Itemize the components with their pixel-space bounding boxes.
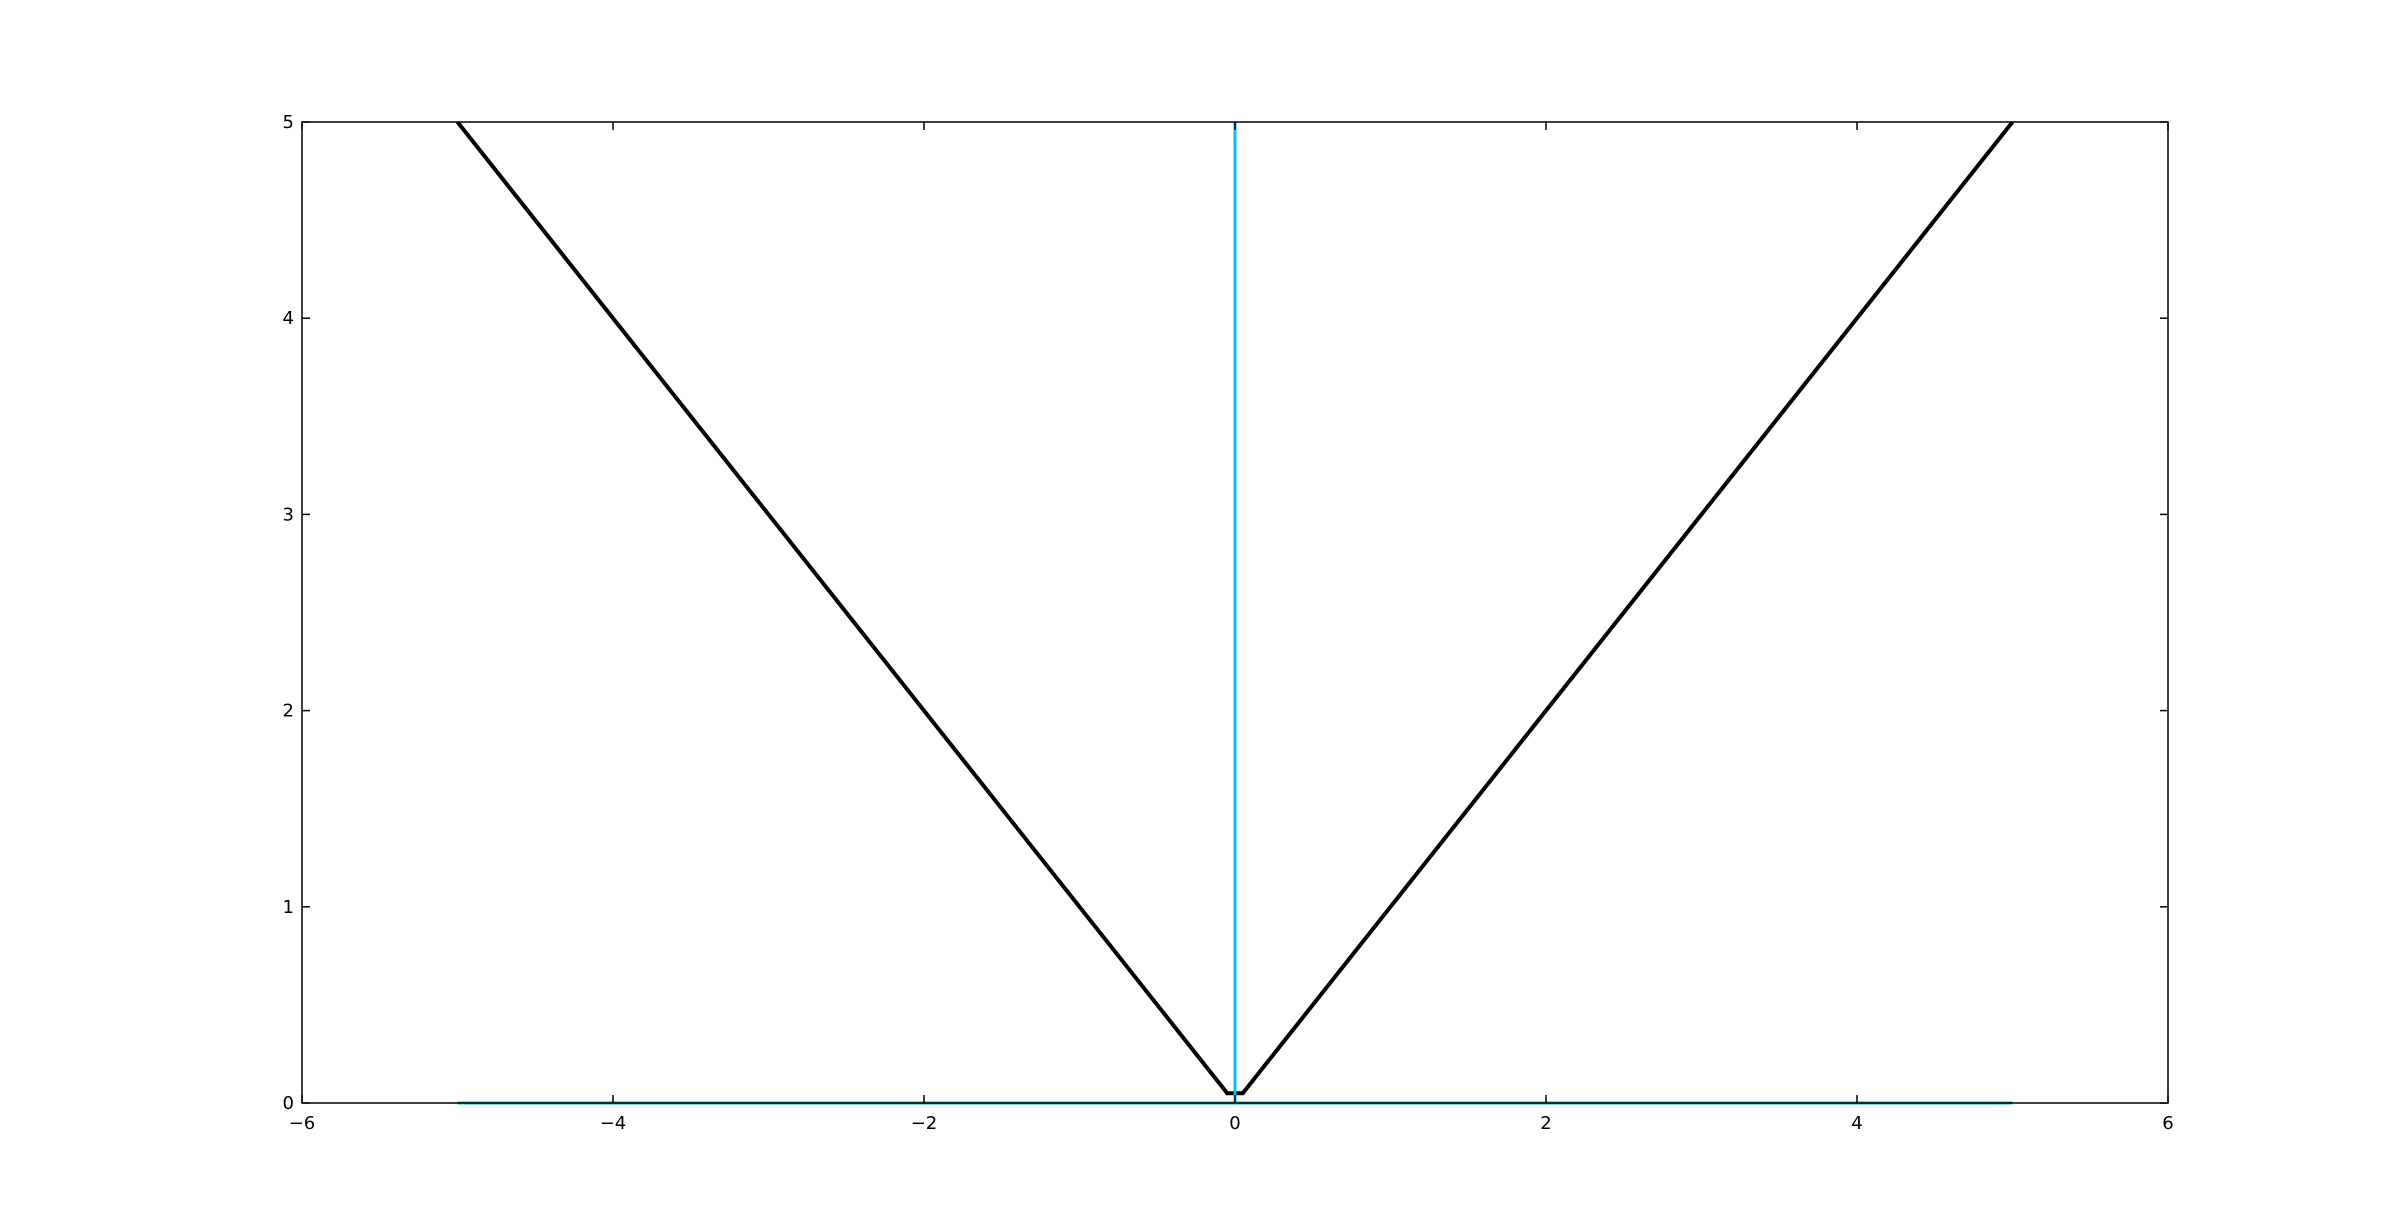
x-tick-label: 2 xyxy=(1540,1113,1551,1134)
x-tick-label: 0 xyxy=(1229,1113,1240,1134)
x-tick-label: 6 xyxy=(2162,1113,2173,1134)
y-tick-label: 5 xyxy=(283,112,294,133)
tick-labels-layer: −6 −4 −2 0 2 4 6 0 1 2 3 4 5 xyxy=(283,112,2174,1134)
x-tick-label: −4 xyxy=(600,1113,627,1134)
y-tick-label: 4 xyxy=(283,308,294,329)
x-tick-label: −2 xyxy=(911,1113,938,1134)
y-tick-label: 1 xyxy=(283,897,294,918)
x-tick-label: 4 xyxy=(1851,1113,1862,1134)
x-tick-label: −6 xyxy=(289,1113,316,1134)
y-tick-label: 0 xyxy=(283,1093,294,1114)
y-tick-label: 3 xyxy=(283,504,294,525)
axes-frame xyxy=(301,121,2169,1104)
y-tick-label: 2 xyxy=(283,701,294,722)
